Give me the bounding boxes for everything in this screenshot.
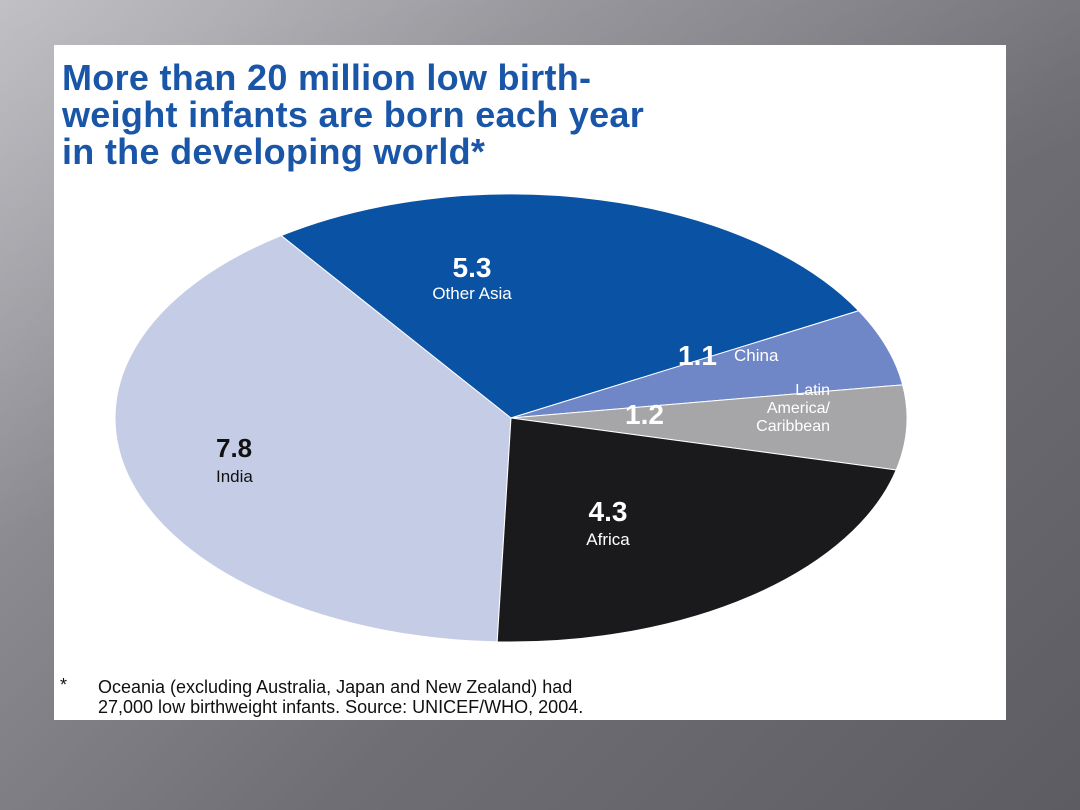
slice-value-other-asia: 5.3 (453, 252, 492, 283)
slice-label-latin-america-caribbean: America/ (767, 400, 831, 417)
slice-label-india: India (216, 467, 253, 486)
slice-label-africa: Africa (586, 530, 630, 549)
slice-label-china: China (734, 346, 779, 365)
slice-label-latin-america-caribbean: Latin (795, 382, 830, 399)
slice-label-other-asia: Other Asia (432, 284, 512, 303)
slice-value-india: 7.8 (216, 433, 252, 463)
slice-value-latin-america-caribbean: 1.2 (625, 399, 664, 430)
pie-slice-other-asia (280, 193, 860, 419)
footnote-line: 27,000 low birthweight infants. Source: … (98, 697, 584, 717)
pie-slice-india (114, 234, 512, 643)
pie-slices (114, 193, 908, 643)
slice-label-latin-america-caribbean: Caribbean (756, 418, 830, 435)
pie-slice-china (510, 310, 904, 419)
slice-value-china: 1.1 (678, 340, 717, 371)
footnote-text: Oceania (excluding Australia, Japan and … (98, 677, 938, 717)
slice-value-africa: 4.3 (589, 496, 628, 527)
figure-panel: More than 20 million low birth- weight i… (54, 45, 1006, 720)
footnote-line: Oceania (excluding Australia, Japan and … (98, 677, 573, 697)
pie-slice-latin-america-caribbean (510, 384, 908, 471)
pie-slice-africa (496, 417, 897, 643)
chart-title: More than 20 million low birth- weight i… (62, 57, 645, 172)
footnote-marker: * (60, 675, 68, 695)
